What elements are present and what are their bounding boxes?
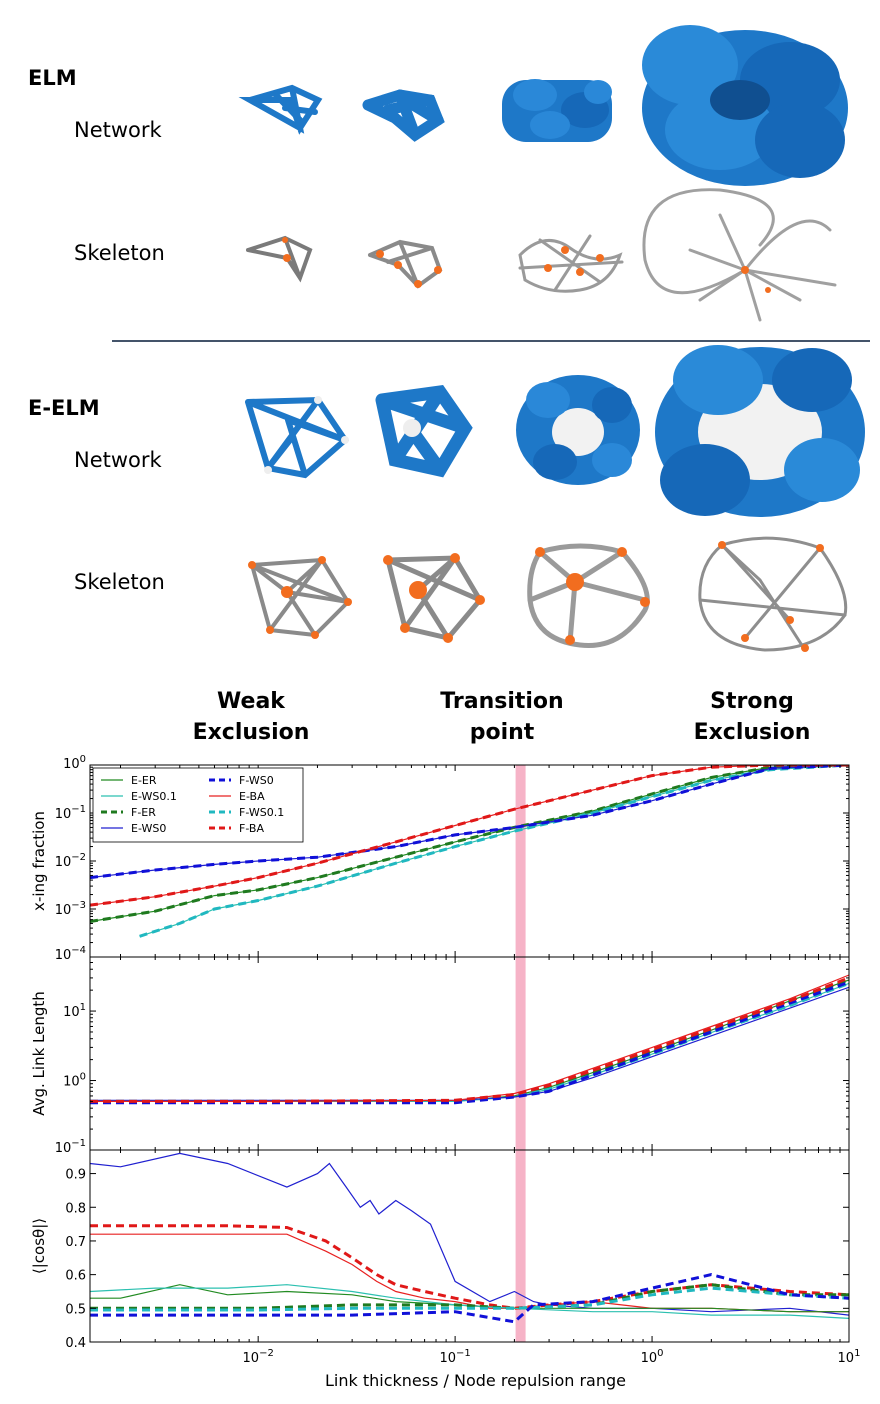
section-divider [112, 340, 870, 342]
ytick-label: 0.6 [65, 1269, 86, 1284]
y-axis-label: ⟨|cosθ|⟩ [30, 1218, 48, 1274]
network-renderings [238, 25, 865, 652]
eelm-skeleton-mid-render [527, 543, 650, 649]
elm-network-transition-render [362, 89, 445, 142]
regime-weak-line2: Exclusion [192, 720, 310, 745]
elm-title: ELM [28, 66, 77, 90]
regime-weak-line1: Weak [217, 689, 285, 714]
xtick-label: 100 [641, 1348, 664, 1366]
eelm-network-transition-render [375, 385, 473, 478]
ytick-label: 10−3 [55, 900, 86, 918]
ytick-label: 0.5 [65, 1302, 86, 1317]
legend-label: E-WS0 [131, 822, 166, 835]
ytick-label: 10−2 [55, 852, 86, 870]
eelm-skeleton-strong-render [698, 536, 848, 652]
legend-label: F-BA [239, 822, 264, 835]
xtick-label: 10−1 [439, 1348, 470, 1366]
ytick-label: 0.8 [65, 1201, 86, 1216]
ytick-label: 0.7 [65, 1235, 86, 1250]
regime-transition-label: Transition point [402, 686, 602, 748]
regime-transition-line2: point [469, 720, 535, 745]
legend-label: F-ER [131, 806, 156, 819]
y-axis-label: x-ing fraction [30, 811, 48, 911]
legend-label: E-BA [239, 790, 265, 803]
elm-skeleton-label: Skeleton [74, 241, 165, 265]
eelm-network-mid-render [516, 375, 640, 485]
series-line-f-er [90, 765, 849, 923]
legend-box [92, 767, 304, 843]
legend-label: F-WS0 [239, 774, 274, 787]
charts-svg: 100 10−1 10−2 10−3 10−4 x-ing fraction E-ER E-W… [30, 754, 861, 1390]
eelm-network-weak-render [245, 396, 349, 479]
series-line-f-ws01 [90, 1286, 849, 1312]
regime-strong-line1: Strong [710, 689, 794, 714]
legend-label: E-ER [131, 774, 157, 787]
elm-network-label: Network [74, 118, 162, 142]
regime-transition-line1: Transition [440, 689, 564, 714]
elm-network-mid-render [502, 79, 612, 142]
series-line-e-er [90, 979, 849, 1102]
plot-frame [89, 956, 850, 1151]
eelm-skeleton-transition-render [383, 553, 485, 643]
eelm-skeleton-weak-render [248, 556, 352, 639]
elm-network-strong-render [642, 25, 848, 186]
ytick-label: 0.9 [65, 1168, 86, 1183]
ytick-label: 101 [63, 1002, 86, 1020]
legend-label: F-WS0.1 [239, 806, 284, 819]
series-line-f-ws01 [139, 765, 849, 938]
regime-strong-line2: Exclusion [693, 720, 811, 745]
series-line-f-ws0 [90, 765, 849, 880]
elm-skeleton-mid-render [518, 234, 624, 293]
series-line-e-ws0 [90, 986, 849, 1101]
xtick-label: 10−2 [243, 1348, 274, 1366]
series-line-e-ba [90, 974, 849, 1102]
ytick-label: 10−4 [55, 945, 86, 963]
ytick-label: 0.4 [65, 1336, 86, 1351]
ytick-label: 10−1 [55, 1138, 86, 1156]
series-line-f-ws01 [90, 981, 849, 1103]
ytick-label: 10−1 [55, 804, 86, 822]
ytick-label: 100 [63, 1072, 86, 1090]
eelm-skeleton-label: Skeleton [74, 570, 165, 594]
series-line-e-ws01 [90, 982, 849, 1102]
transition-band [515, 957, 526, 1150]
elm-skeleton-weak-render [246, 235, 313, 283]
plot-frame [89, 1149, 850, 1343]
series-line-f-er [90, 978, 849, 1103]
transition-band [515, 765, 526, 957]
elm-network-weak-render [238, 84, 323, 135]
regime-weak-label: Weak Exclusion [151, 686, 351, 748]
series-line-f-ws0 [90, 980, 849, 1105]
ytick-label: 100 [63, 754, 86, 772]
series-line-f-ba [90, 1224, 849, 1310]
regime-strong-label: Strong Exclusion [652, 686, 852, 748]
eelm-title: E-ELM [28, 396, 100, 420]
transition-band [515, 1150, 526, 1342]
series-line-f-ba [90, 976, 849, 1103]
series-line-e-er [90, 1284, 849, 1313]
x-axis-label: Link thickness / Node repulsion range [325, 1371, 626, 1390]
legend-label: E-WS0.1 [131, 790, 177, 803]
y-axis-label: Avg. Link Length [30, 991, 48, 1116]
eelm-network-label: Network [74, 448, 162, 472]
eelm-network-strong-render [655, 345, 865, 517]
elm-skeleton-strong-render [642, 188, 837, 322]
series-line-f-er [90, 1283, 849, 1310]
elm-skeleton-transition-render [368, 239, 443, 289]
xtick-label: 101 [838, 1348, 861, 1366]
